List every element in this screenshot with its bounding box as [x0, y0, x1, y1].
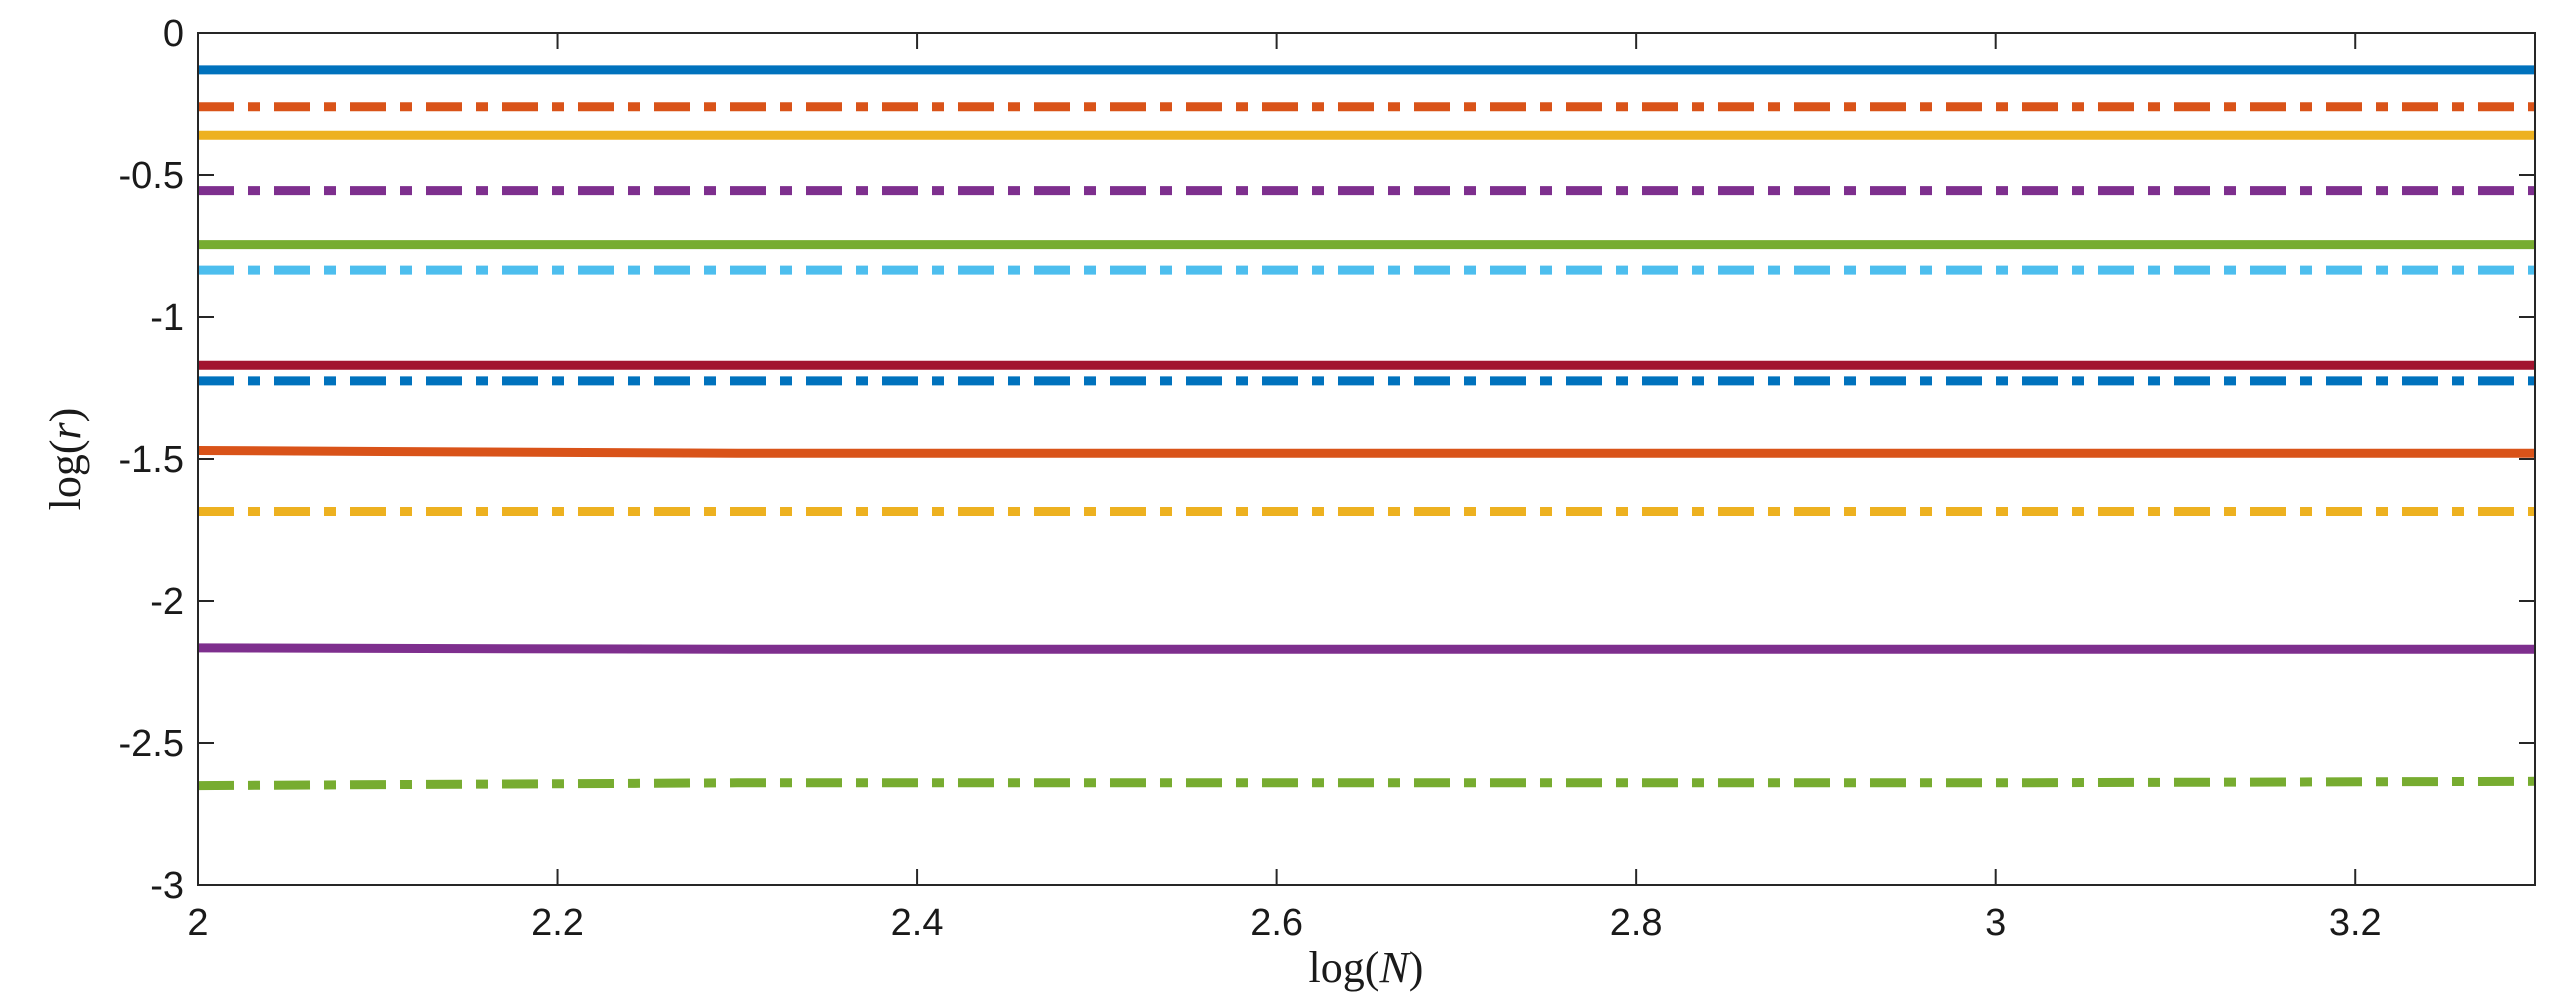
- x-tick-label: 2: [187, 902, 208, 944]
- y-tick-label: -2.5: [119, 723, 184, 765]
- series-layer: [197, 65, 2536, 791]
- x-axis-label-pre: log(: [1309, 943, 1380, 992]
- y-tick-label: -1: [150, 297, 184, 339]
- x-axis-ticks: 2 2.2 2.4 2.6 2.8 3 3.2: [187, 33, 2382, 944]
- y-axis-label: log(r): [41, 408, 90, 511]
- x-axis-label: log(N): [1309, 943, 1424, 992]
- x-tick-label: 2.2: [531, 902, 584, 944]
- x-tick-label: 3: [1985, 902, 2006, 944]
- y-tick-label: -2: [150, 581, 184, 623]
- series-line-9: [197, 446, 2535, 458]
- y-axis-label-var: r: [41, 421, 90, 439]
- x-tick-label: 2.8: [1610, 902, 1663, 944]
- x-tick-label: 2.4: [891, 902, 944, 944]
- y-tick-label: -3: [150, 865, 184, 907]
- y-axis-ticks: 0 -0.5 -1 -1.5 -2 -2.5 -3: [119, 13, 2535, 907]
- x-axis-label-post: ): [1409, 943, 1424, 992]
- plot-area: [198, 33, 2535, 885]
- x-axis-label-var: N: [1378, 943, 1411, 992]
- y-tick-label: -0.5: [119, 155, 184, 197]
- series-line-11: [197, 643, 2535, 654]
- series-line-12: [197, 776, 2536, 791]
- x-tick-label: 3.2: [2329, 902, 2382, 944]
- y-tick-label: 0: [163, 13, 184, 55]
- y-tick-label: -1.5: [119, 439, 184, 481]
- x-tick-label: 2.6: [1250, 902, 1303, 944]
- y-axis-label-pre: log(: [41, 439, 90, 510]
- y-axis-label-post: ): [41, 408, 90, 423]
